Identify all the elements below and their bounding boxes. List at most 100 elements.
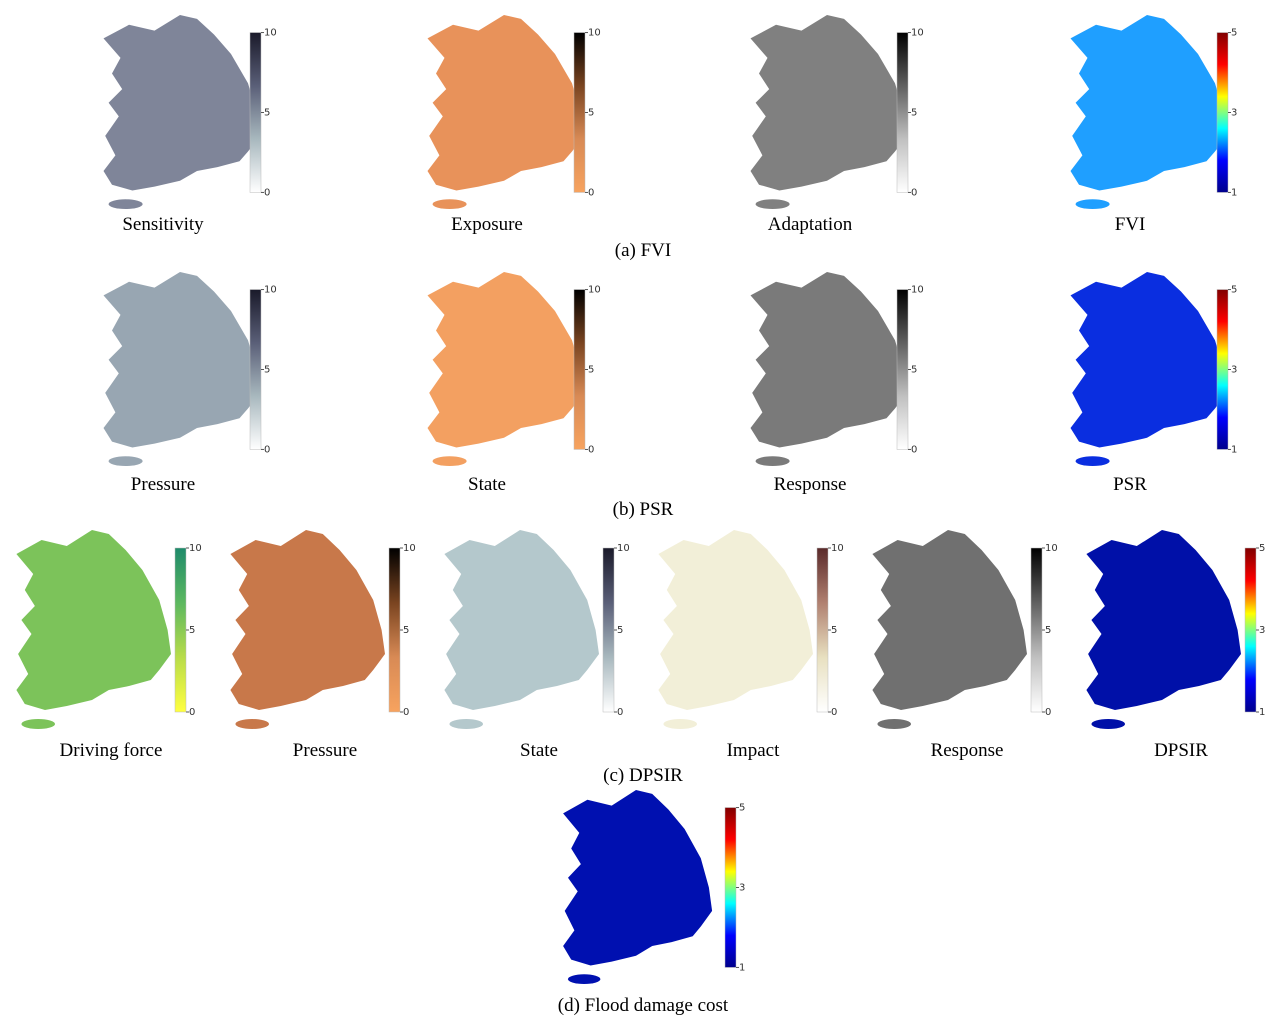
map-island: [1091, 719, 1125, 729]
colorbar-tick-label: 0: [264, 187, 270, 198]
colorbar: [817, 548, 828, 712]
figure-caption: (c) DPSIR: [603, 765, 683, 786]
colorbar-tick-label: 1: [1231, 444, 1237, 455]
colorbar-tick-label: 0: [588, 444, 594, 455]
map: [1071, 15, 1227, 191]
colorbar-tick-label: 1: [739, 962, 745, 973]
colorbar-tick-label: 3: [1231, 365, 1237, 376]
panel-label: Response: [774, 474, 847, 495]
map: [1071, 272, 1227, 448]
colorbar: [250, 290, 261, 450]
panel-label: Response: [931, 740, 1004, 761]
map: [428, 272, 584, 448]
map-island: [568, 974, 600, 984]
colorbar-tick-label: 0: [403, 707, 409, 718]
colorbar-tick-label: 10: [1045, 543, 1058, 554]
map: [751, 272, 907, 448]
map-island: [877, 719, 911, 729]
colorbar-tick-label: 10: [189, 543, 202, 554]
map-island: [663, 719, 697, 729]
figure-caption: (d) Flood damage cost: [558, 995, 729, 1016]
colorbar-tick-label: 10: [264, 28, 277, 39]
map-island: [756, 199, 790, 209]
map-island: [756, 456, 790, 466]
map: [1086, 530, 1241, 710]
colorbar-tick-label: 5: [911, 365, 917, 376]
map-island: [109, 456, 143, 466]
panel-label: State: [468, 474, 506, 495]
panel-label: Pressure: [293, 740, 357, 761]
colorbar-tick-label: 5: [831, 625, 837, 636]
map: [104, 15, 260, 191]
colorbar-tick-label: 1: [1231, 187, 1237, 198]
colorbar: [897, 33, 908, 193]
colorbar: [603, 548, 614, 712]
map-island: [109, 199, 143, 209]
panel-label: Sensitivity: [122, 214, 204, 235]
colorbar-tick-label: 5: [264, 365, 270, 376]
colorbar: [175, 548, 186, 712]
panel-label: Adaptation: [768, 214, 853, 235]
colorbar-tick-label: 3: [739, 883, 745, 894]
colorbar-tick-label: 3: [1231, 108, 1237, 119]
map-island: [433, 199, 467, 209]
colorbar-tick-label: 0: [617, 707, 623, 718]
colorbar: [250, 33, 261, 193]
map: [444, 530, 599, 710]
panel-label: State: [520, 740, 558, 761]
panel-label: DPSIR: [1154, 740, 1208, 761]
panel-label: Impact: [727, 740, 780, 761]
colorbar-tick-label: 5: [403, 625, 409, 636]
colorbar-tick-label: 5: [1259, 543, 1265, 554]
map-island: [1076, 456, 1110, 466]
colorbar-tick-label: 10: [911, 28, 924, 39]
colorbar-tick-label: 10: [264, 285, 277, 296]
colorbar-tick-label: 10: [403, 543, 416, 554]
map: [16, 530, 171, 710]
colorbar-tick-label: 1: [1259, 707, 1265, 718]
colorbar-tick-label: 0: [264, 444, 270, 455]
colorbar-tick-label: 5: [739, 803, 745, 814]
colorbar: [1217, 290, 1228, 450]
colorbar-tick-label: 0: [588, 187, 594, 198]
colorbar-tick-label: 0: [1045, 707, 1051, 718]
map-island: [235, 719, 269, 729]
colorbar-tick-label: 5: [1231, 285, 1237, 296]
colorbar-tick-label: 3: [1259, 625, 1265, 636]
colorbar-tick-label: 10: [911, 285, 924, 296]
colorbar-tick-label: 10: [831, 543, 844, 554]
colorbar-tick-label: 5: [1231, 28, 1237, 39]
colorbar-tick-label: 5: [911, 108, 917, 119]
colorbar-tick-label: 0: [911, 444, 917, 455]
colorbar: [574, 33, 585, 193]
map: [872, 530, 1027, 710]
colorbar: [1031, 548, 1042, 712]
colorbar-tick-label: 5: [264, 108, 270, 119]
map-island: [1076, 199, 1110, 209]
colorbar-tick-label: 0: [189, 707, 195, 718]
colorbar: [897, 290, 908, 450]
map: [658, 530, 813, 710]
figure: 1050Sensitivity1050Exposure1050Adaptatio…: [0, 0, 1286, 1018]
colorbar-tick-label: 5: [189, 625, 195, 636]
colorbar-tick-label: 10: [588, 28, 601, 39]
colorbar-tick-label: 10: [617, 543, 630, 554]
panel-label: PSR: [1113, 474, 1147, 495]
colorbar: [1245, 548, 1256, 712]
map-island: [449, 719, 483, 729]
colorbar-tick-label: 0: [911, 187, 917, 198]
colorbar: [1217, 33, 1228, 193]
colorbar: [574, 290, 585, 450]
colorbar-tick-label: 5: [617, 625, 623, 636]
map: [563, 790, 712, 966]
colorbar-tick-label: 5: [1045, 625, 1051, 636]
map-island: [21, 719, 55, 729]
panel-label: FVI: [1115, 214, 1146, 235]
panel-label: Exposure: [451, 214, 523, 235]
figure-caption: (b) PSR: [613, 499, 674, 520]
colorbar-tick-label: 0: [831, 707, 837, 718]
map: [104, 272, 260, 448]
panel-label: Driving force: [60, 740, 163, 761]
figure-caption: (a) FVI: [615, 240, 671, 261]
colorbar: [389, 548, 400, 712]
